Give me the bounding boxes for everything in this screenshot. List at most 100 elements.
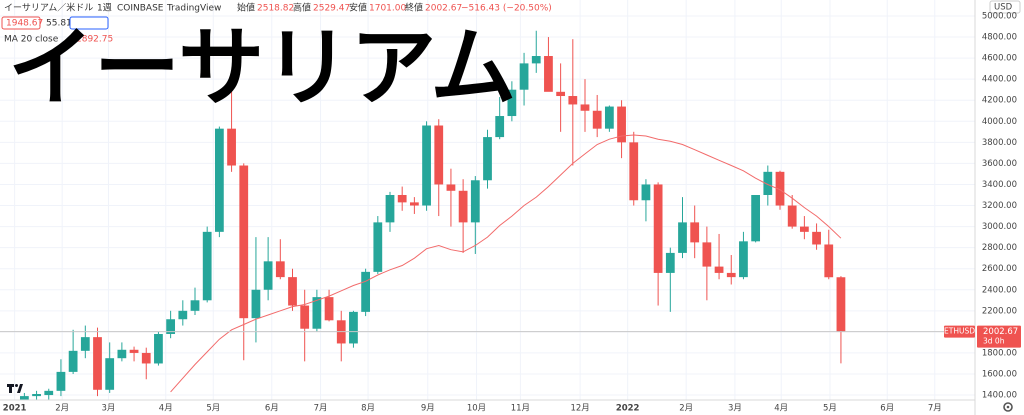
plot-area	[0, 30, 975, 400]
y-tick-label: 4400.00	[982, 75, 1017, 85]
y-tick-label: 3800.00	[982, 138, 1017, 148]
price-label: 2002.67	[983, 327, 1018, 337]
candle-body	[227, 128, 236, 166]
candle-body	[507, 89, 517, 117]
candle-body	[763, 171, 773, 195]
x-tick-label: 7月	[314, 404, 328, 414]
y-tick-label: 4800.00	[982, 33, 1017, 43]
candle-body	[568, 96, 578, 105]
legend-price: 1948.67	[6, 19, 43, 29]
candle-body	[775, 171, 785, 206]
ohlc-label: 終値	[405, 2, 423, 14]
symbol: イーサリアム／米ドル	[4, 2, 93, 14]
candle-body	[239, 165, 249, 319]
symbol-label: ETHUSD	[944, 327, 975, 336]
candle-body	[385, 194, 395, 223]
chart-title: イーサリアム	[8, 18, 516, 118]
y-tick-label: 3200.00	[982, 201, 1017, 211]
buy-box	[69, 16, 109, 30]
y-tick-label: 1800.00	[982, 348, 1017, 358]
candle-body	[263, 261, 273, 290]
candle-body	[799, 226, 809, 232]
y-tick-label: 4000.00	[982, 117, 1017, 127]
x-tick-label: 4月	[774, 404, 788, 414]
x-tick-label: 5月	[823, 404, 837, 414]
x-tick-label: 6月	[880, 404, 894, 414]
x-tick-label: 7月	[928, 404, 942, 414]
logo	[7, 384, 23, 393]
y-tick-label: 2400.00	[982, 285, 1017, 295]
candle-body	[190, 300, 200, 311]
y-tick-label: 2200.00	[982, 306, 1017, 316]
candle-body	[361, 271, 371, 312]
x-tick-label: 12月	[570, 404, 589, 414]
candle-body	[93, 337, 102, 390]
candle-body	[470, 180, 480, 223]
candle-body	[166, 319, 176, 334]
candle-body	[726, 272, 736, 278]
y-tick-label: 5000.00	[982, 12, 1017, 22]
candle-body	[556, 91, 566, 97]
settings-icon[interactable]	[1003, 402, 1013, 412]
x-tick-label: 11月	[511, 404, 530, 414]
candle-body	[483, 137, 492, 181]
price-box	[977, 325, 1021, 348]
candle-body	[519, 63, 529, 90]
candle-body	[409, 202, 419, 206]
ma-value: 2892.75	[76, 35, 113, 45]
ohlc-label: 高値	[293, 2, 311, 14]
candle-body	[349, 311, 358, 344]
interval: 1週	[97, 3, 112, 14]
candle-body	[678, 222, 687, 253]
candle-body	[397, 194, 407, 203]
candle-body	[251, 289, 261, 319]
ohlc-value: 2518.82	[257, 4, 294, 14]
x-tick-label: 3月	[728, 404, 742, 414]
ohlc-label: 安値	[349, 2, 367, 14]
y-tick-label: 3400.00	[982, 180, 1017, 190]
candle-body	[812, 231, 821, 245]
x-tick-label: 2021	[3, 404, 27, 414]
candle-body	[787, 205, 797, 227]
candle-body	[141, 352, 151, 364]
candle-body	[214, 128, 224, 232]
candle-body	[836, 277, 846, 332]
candle-body	[202, 231, 212, 301]
candle-body	[617, 106, 626, 143]
candle-body	[19, 396, 29, 400]
candle-body	[300, 305, 310, 329]
candle-body	[739, 241, 748, 278]
candle-body	[544, 56, 553, 92]
price-box	[1, 16, 41, 30]
x-tick-label: 6月	[265, 404, 279, 414]
candle-body	[641, 184, 651, 201]
y-tick-label: 3000.00	[982, 222, 1017, 232]
moving-average	[170, 134, 842, 393]
candle-body	[154, 333, 163, 364]
candle-body	[629, 142, 639, 201]
candle-body	[446, 184, 456, 191]
candle-body	[592, 110, 602, 129]
candle-body	[44, 390, 54, 396]
exchange: COINBASE	[117, 4, 164, 14]
candle-body	[751, 194, 761, 242]
candle-body	[665, 252, 675, 273]
ohlc-value: 2529.47	[313, 4, 350, 14]
y-tick-label: 4200.00	[982, 96, 1017, 106]
candle-body	[373, 222, 383, 272]
x-tick-label: 8月	[361, 404, 375, 414]
candle-body	[690, 222, 700, 243]
x-tick-label: 9月	[421, 404, 435, 414]
candle-body	[824, 244, 834, 278]
y-tick-label: 3600.00	[982, 159, 1017, 169]
ma-label: MA 20 close	[4, 35, 59, 45]
currency[interactable]: USD	[994, 3, 1013, 13]
currency-box[interactable]	[989, 0, 1021, 14]
candle-body	[434, 125, 444, 185]
candle-body	[531, 56, 541, 64]
candle-body	[105, 358, 115, 390]
candle-body	[312, 297, 322, 329]
candle-body	[129, 349, 139, 353]
candle-body	[68, 350, 78, 372]
